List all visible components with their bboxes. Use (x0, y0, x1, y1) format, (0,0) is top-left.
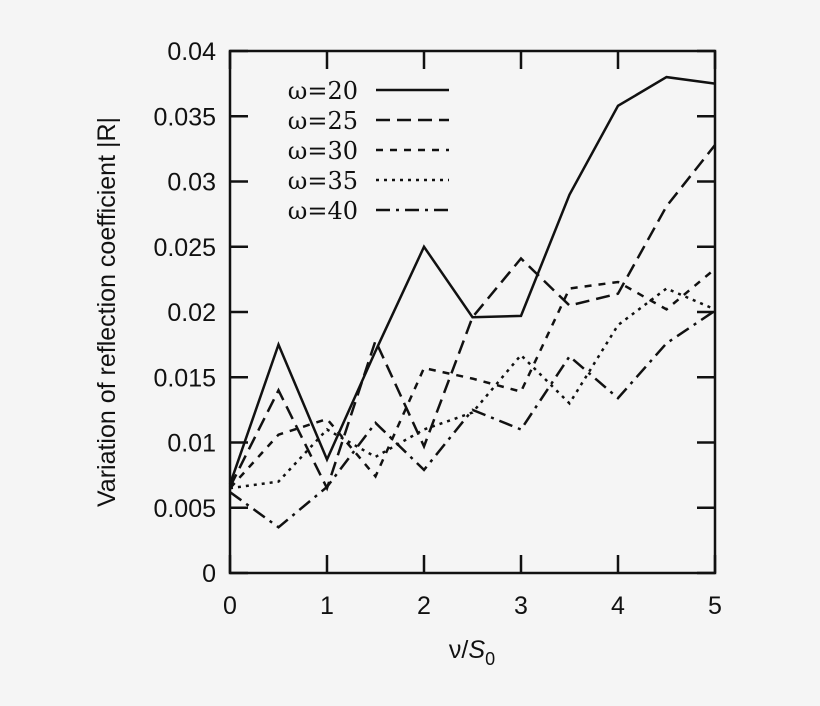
series-line-20 (228, 75, 716, 485)
y-tick-label: 0.025 (153, 234, 216, 262)
x-tick-label: 1 (320, 592, 334, 620)
legend: ω=20ω=25ω=30ω=35ω=40 (288, 77, 449, 225)
x-tick-label: 3 (514, 592, 528, 620)
x-tick-labels: 0 1 2 3 4 5 (223, 592, 722, 620)
series-line-30 (229, 267, 716, 490)
y-tick-label: 0.005 (153, 495, 216, 523)
x-tick-label: 2 (417, 592, 431, 620)
y-tick-label: 0.03 (167, 169, 216, 197)
x-tick-label: 0 (223, 592, 237, 620)
series-line-25 (228, 144, 716, 492)
data-lines (228, 75, 716, 529)
y-tick-labels: 0 0.005 0.01 0.015 0.02 0.025 0.03 0.035 0.04 (153, 38, 216, 588)
y-tick-label: 0.04 (167, 38, 216, 66)
x-tick-label: 4 (611, 592, 625, 620)
x-tick-label: 5 (708, 592, 722, 620)
legend-label: ω=35 (288, 167, 358, 195)
series-line-40 (229, 309, 716, 529)
legend-label: ω=20 (288, 77, 358, 105)
legend-label: ω=30 (288, 137, 358, 165)
y-axis-title: Variation of reflection coefficient |R| (93, 117, 121, 507)
y-tick-label: 0.02 (167, 299, 216, 327)
series-line-35 (229, 287, 716, 490)
y-tick-label: 0.015 (153, 364, 216, 392)
y-tick-label: 0.01 (167, 430, 216, 458)
legend-label: ω=25 (288, 107, 358, 135)
plot-frame (228, 49, 717, 575)
legend-label: ω=40 (288, 197, 358, 225)
x-axis-title: ν/S0 (449, 636, 495, 669)
y-tick-label: 0 (202, 560, 216, 588)
y-tick-label: 0.035 (153, 103, 216, 131)
